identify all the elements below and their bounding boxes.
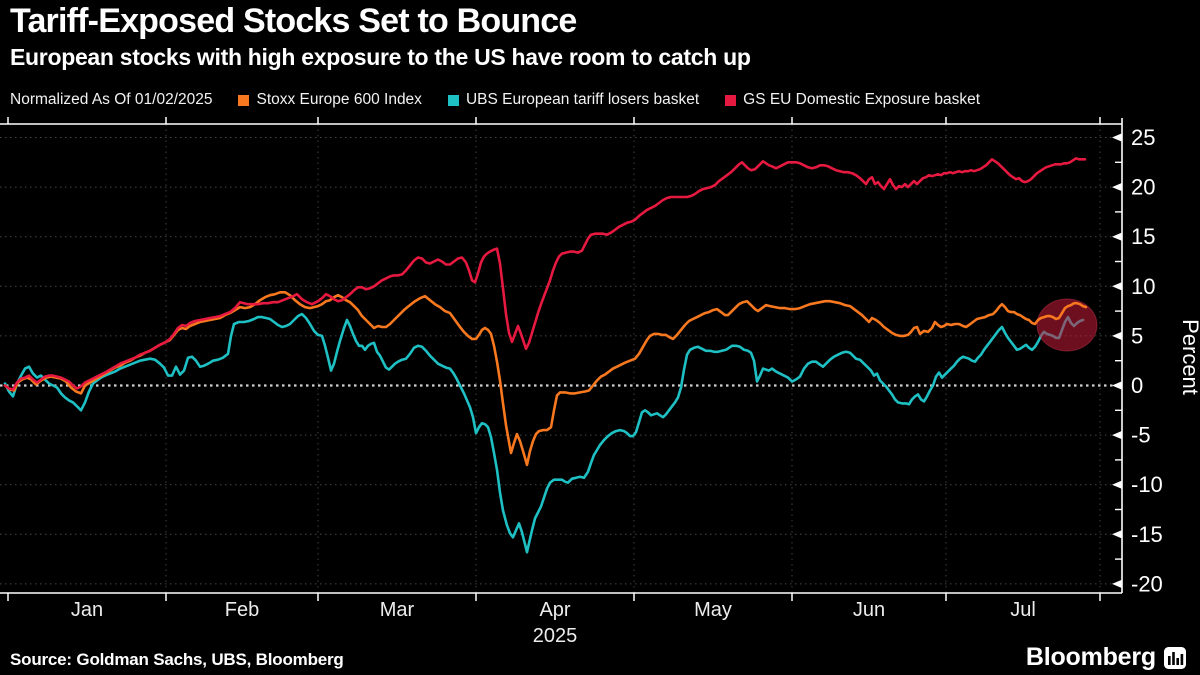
- x-month-label: Jul: [1010, 599, 1036, 621]
- legend-item-1: Stoxx Europe 600 Index: [238, 91, 422, 109]
- chart-legend: Normalized As Of 01/02/2025 Stoxx Europe…: [10, 91, 980, 109]
- y-major-tick: [1112, 282, 1122, 291]
- x-month-label: Mar: [380, 599, 415, 621]
- page-subtitle: European stocks with high exposure to th…: [10, 44, 751, 70]
- page-title: Tariff-Exposed Stocks Set to Bounce: [10, 2, 577, 40]
- y-major-tick: [1112, 182, 1122, 192]
- y-major-tick: [1112, 133, 1122, 142]
- x-month-label: Jan: [71, 599, 103, 621]
- legend-label: UBS European tariff losers basket: [465, 91, 700, 108]
- y-tick-label: 5: [1131, 323, 1143, 348]
- legend-item-3: GS EU Domestic Exposure basket: [725, 91, 980, 109]
- x-month-label: May: [694, 599, 732, 621]
- legend-note: Normalized As Of 01/02/2025: [10, 91, 213, 108]
- y-major-tick: [1112, 381, 1122, 390]
- y-major-tick: [1112, 579, 1122, 589]
- source-line: Source: Goldman Sachs, UBS, Bloomberg: [10, 650, 344, 669]
- y-tick-label: -10: [1131, 472, 1163, 497]
- y-tick-label: 0: [1131, 373, 1143, 398]
- y-tick-label: 10: [1131, 274, 1155, 299]
- y-tick-label: 15: [1131, 224, 1155, 249]
- y-tick-label: 25: [1131, 125, 1155, 150]
- y-major-tick: [1112, 480, 1122, 489]
- y-major-tick: [1112, 430, 1122, 440]
- legend-swatch: [238, 94, 250, 106]
- y-major-tick: [1112, 232, 1122, 241]
- y-axis-title: Percent: [1178, 319, 1200, 395]
- x-month-label: Apr: [539, 599, 570, 621]
- y-major-tick: [1112, 530, 1122, 539]
- series-line-stoxx-600: [3, 290, 1088, 467]
- y-tick-label: 20: [1131, 175, 1155, 200]
- bloomberg-logo: Bloomberg: [1026, 643, 1186, 672]
- legend-label: GS EU Domestic Exposure basket: [743, 91, 981, 108]
- bloomberg-wordmark: Bloomberg: [1025, 643, 1156, 671]
- series-line-gs-domestic-exposure: [3, 157, 1087, 391]
- bloomberg-terminal-icon: [1164, 646, 1186, 669]
- y-major-tick: [1112, 331, 1122, 341]
- legend-swatch: [725, 94, 737, 106]
- legend-label: Stoxx Europe 600 Index: [256, 91, 422, 108]
- y-tick-label: -20: [1131, 571, 1163, 596]
- y-tick-label: -5: [1131, 423, 1151, 448]
- y-tick-label: -15: [1131, 522, 1163, 547]
- legend-swatch: [447, 94, 459, 106]
- highlight-circle-annotation: [1036, 298, 1098, 352]
- legend-item-2: UBS European tariff losers basket: [447, 91, 700, 109]
- series-line-ubs-tariff-losers: [3, 312, 1085, 554]
- x-month-label: Jun: [853, 599, 885, 621]
- x-year-label: 2025: [533, 625, 578, 647]
- x-month-label: Feb: [225, 599, 259, 621]
